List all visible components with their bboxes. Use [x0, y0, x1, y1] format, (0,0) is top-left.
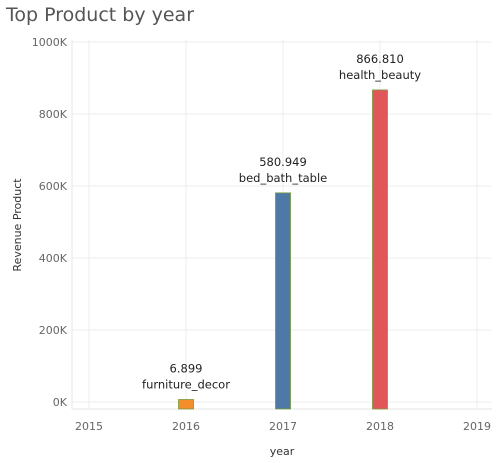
x-tick-label: 2017 [269, 420, 297, 433]
bar-labels: 6.899 furniture_decor 580.949 bed_bath_tabl… [142, 52, 421, 392]
x-axis-label: year [270, 445, 295, 458]
y-tick-label: 200K [39, 324, 68, 337]
y-axis-label: Revenue Product [11, 178, 24, 272]
bar-value-label: 580.949 [259, 155, 307, 169]
x-axis-ticks: 2015 2016 2017 2018 2019 [75, 420, 491, 433]
bar-product-label: health_beauty [339, 68, 421, 82]
chart-title: Top Product by year [6, 4, 195, 26]
y-tick-label: 1000K [32, 36, 68, 49]
x-tick-label: 2016 [172, 420, 200, 433]
x-tick-label: 2018 [366, 420, 394, 433]
y-tick-label: 400K [39, 252, 68, 265]
bar [178, 399, 194, 410]
y-tick-label: 600K [39, 180, 68, 193]
bar [275, 192, 291, 410]
bar-value-label: 866.810 [356, 52, 404, 66]
bars [178, 89, 388, 410]
y-tick-label: 0K [53, 396, 68, 409]
x-tick-label: 2019 [463, 420, 491, 433]
y-tick-label: 800K [39, 108, 68, 121]
y-axis-ticks: 0K 200K 400K 600K 800K 1000K [32, 36, 68, 409]
bar-product-label: furniture_decor [142, 378, 230, 392]
bar-value-label: 6.899 [170, 362, 203, 376]
bar [372, 89, 388, 410]
bar-product-label: bed_bath_table [239, 171, 327, 185]
x-tick-label: 2015 [75, 420, 103, 433]
